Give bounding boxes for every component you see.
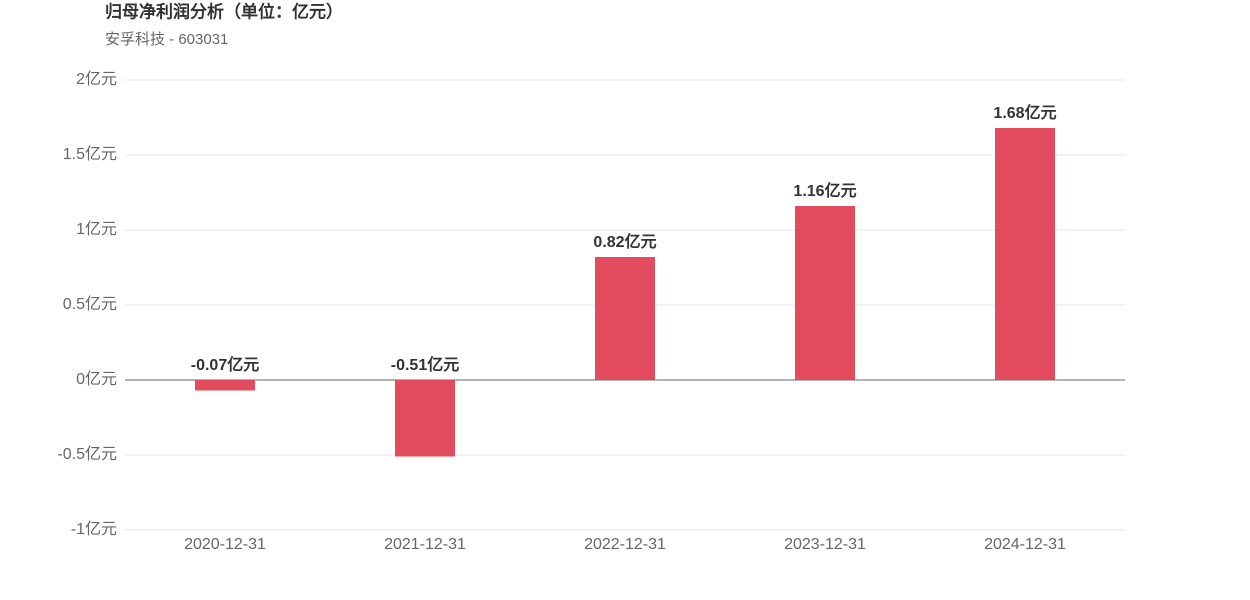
- y-tick-label: 0亿元: [76, 370, 117, 388]
- x-tick-label: 2022-12-31: [584, 536, 666, 553]
- y-tick-label: 0.5亿元: [63, 295, 117, 313]
- chart-title: 归母净利润分析（单位：亿元）: [105, 1, 343, 21]
- x-tick-label: 2021-12-31: [384, 536, 466, 553]
- y-tick-label: 1亿元: [76, 220, 117, 238]
- value-label: 0.82亿元: [593, 232, 656, 251]
- value-label: -0.51亿元: [391, 355, 459, 374]
- bar: [995, 128, 1055, 380]
- y-tick-label: -0.5亿元: [57, 445, 117, 463]
- y-tick-label: 1.5亿元: [63, 145, 117, 163]
- y-tick-label: 2亿元: [76, 70, 117, 88]
- bar: [595, 257, 655, 380]
- value-label: -0.07亿元: [191, 355, 259, 374]
- bar: [395, 380, 455, 457]
- value-label: 1.68亿元: [993, 103, 1056, 122]
- y-tick-label: -1亿元: [71, 520, 117, 538]
- chart-subtitle: 安孚科技 - 603031: [105, 31, 228, 48]
- x-tick-label: 2023-12-31: [784, 536, 866, 553]
- value-label: 1.16亿元: [793, 181, 856, 200]
- bar: [195, 380, 255, 391]
- x-tick-label: 2020-12-31: [184, 536, 266, 553]
- bar: [795, 206, 855, 380]
- x-tick-label: 2024-12-31: [984, 536, 1066, 553]
